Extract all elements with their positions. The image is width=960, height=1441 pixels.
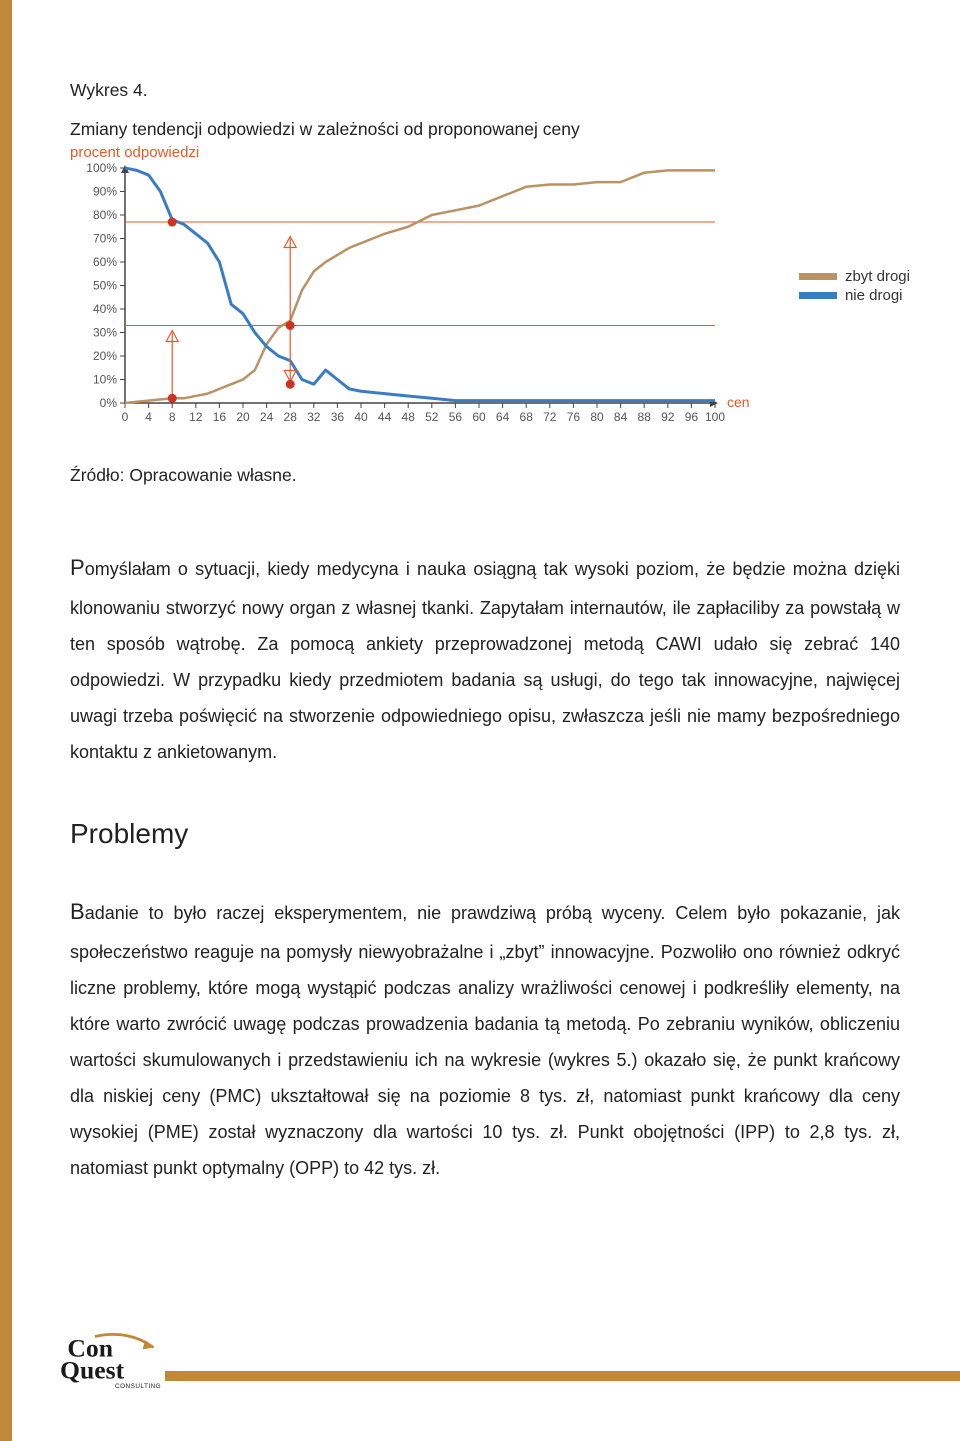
figure-source: Źródło: Opracowanie własne. [70, 465, 900, 486]
section-heading: Problemy [70, 818, 900, 850]
dropcap: P [70, 555, 85, 580]
body-paragraph: Badanie to było raczej eksperymentem, ni… [70, 890, 900, 1186]
svg-text:60%: 60% [93, 255, 117, 269]
main-content: Wykres 4. Zmiany tendencji odpowiedzi w … [0, 0, 960, 1186]
svg-text:0: 0 [122, 410, 129, 424]
svg-text:24: 24 [260, 410, 274, 424]
svg-text:40: 40 [354, 410, 368, 424]
svg-text:50%: 50% [93, 279, 117, 293]
svg-text:20: 20 [236, 410, 250, 424]
figure-caption: Wykres 4. [70, 80, 900, 101]
legend-label: zbyt drogi [845, 268, 910, 285]
svg-text:92: 92 [661, 410, 675, 424]
svg-text:36: 36 [331, 410, 345, 424]
body-paragraph: Pomyślałam o sytuacji, kiedy medycyna i … [70, 546, 900, 770]
legend-swatch [799, 292, 837, 299]
conquest-logo: Con Quest CONSULTING [60, 1331, 170, 1395]
svg-text:70%: 70% [93, 232, 117, 246]
svg-text:72: 72 [543, 410, 557, 424]
logo-tagline: CONSULTING [115, 1383, 161, 1390]
svg-text:84: 84 [614, 410, 628, 424]
svg-text:88: 88 [638, 410, 652, 424]
svg-text:60: 60 [472, 410, 486, 424]
chart-ylabel: procent odpowiedzi [70, 144, 900, 161]
footer-bar [165, 1371, 960, 1381]
svg-text:12: 12 [189, 410, 203, 424]
side-stripe [0, 0, 12, 1441]
svg-text:76: 76 [567, 410, 581, 424]
svg-text:0%: 0% [100, 396, 118, 410]
svg-text:96: 96 [685, 410, 699, 424]
page-footer: Con Quest CONSULTING [0, 1331, 960, 1401]
legend-item: nie drogi [799, 287, 910, 304]
svg-text:100: 100 [705, 410, 725, 424]
chart-container: 0%10%20%30%40%50%60%70%80%90%100%0481216… [70, 163, 900, 443]
svg-text:48: 48 [402, 410, 416, 424]
svg-text:52: 52 [425, 410, 439, 424]
svg-text:20%: 20% [93, 349, 117, 363]
svg-text:32: 32 [307, 410, 321, 424]
dropcap: B [70, 899, 85, 924]
legend-swatch [799, 273, 837, 280]
svg-text:28: 28 [284, 410, 298, 424]
paragraph-text: omyślałam o sytuacji, kiedy medycyna i n… [70, 559, 900, 762]
figure-subtitle: Zmiany tendencji odpowiedzi w zależności… [70, 119, 900, 140]
svg-text:80%: 80% [93, 208, 117, 222]
svg-text:10%: 10% [93, 373, 117, 387]
svg-text:56: 56 [449, 410, 463, 424]
svg-text:40%: 40% [93, 302, 117, 316]
chart-legend: zbyt drogi nie drogi [799, 268, 910, 306]
svg-text:4: 4 [145, 410, 152, 424]
legend-item: zbyt drogi [799, 268, 910, 285]
line-chart: 0%10%20%30%40%50%60%70%80%90%100%0481216… [70, 163, 750, 438]
svg-text:90%: 90% [93, 185, 117, 199]
svg-text:cena: cena [727, 394, 750, 410]
paragraph-text: adanie to było raczej eksperymentem, nie… [70, 903, 900, 1178]
svg-text:30%: 30% [93, 326, 117, 340]
logo-text-quest: Quest [60, 1356, 125, 1385]
svg-text:68: 68 [520, 410, 534, 424]
svg-text:80: 80 [590, 410, 604, 424]
svg-text:16: 16 [213, 410, 227, 424]
svg-text:44: 44 [378, 410, 392, 424]
svg-text:64: 64 [496, 410, 510, 424]
svg-text:100%: 100% [86, 163, 117, 175]
legend-label: nie drogi [845, 287, 903, 304]
svg-text:8: 8 [169, 410, 176, 424]
